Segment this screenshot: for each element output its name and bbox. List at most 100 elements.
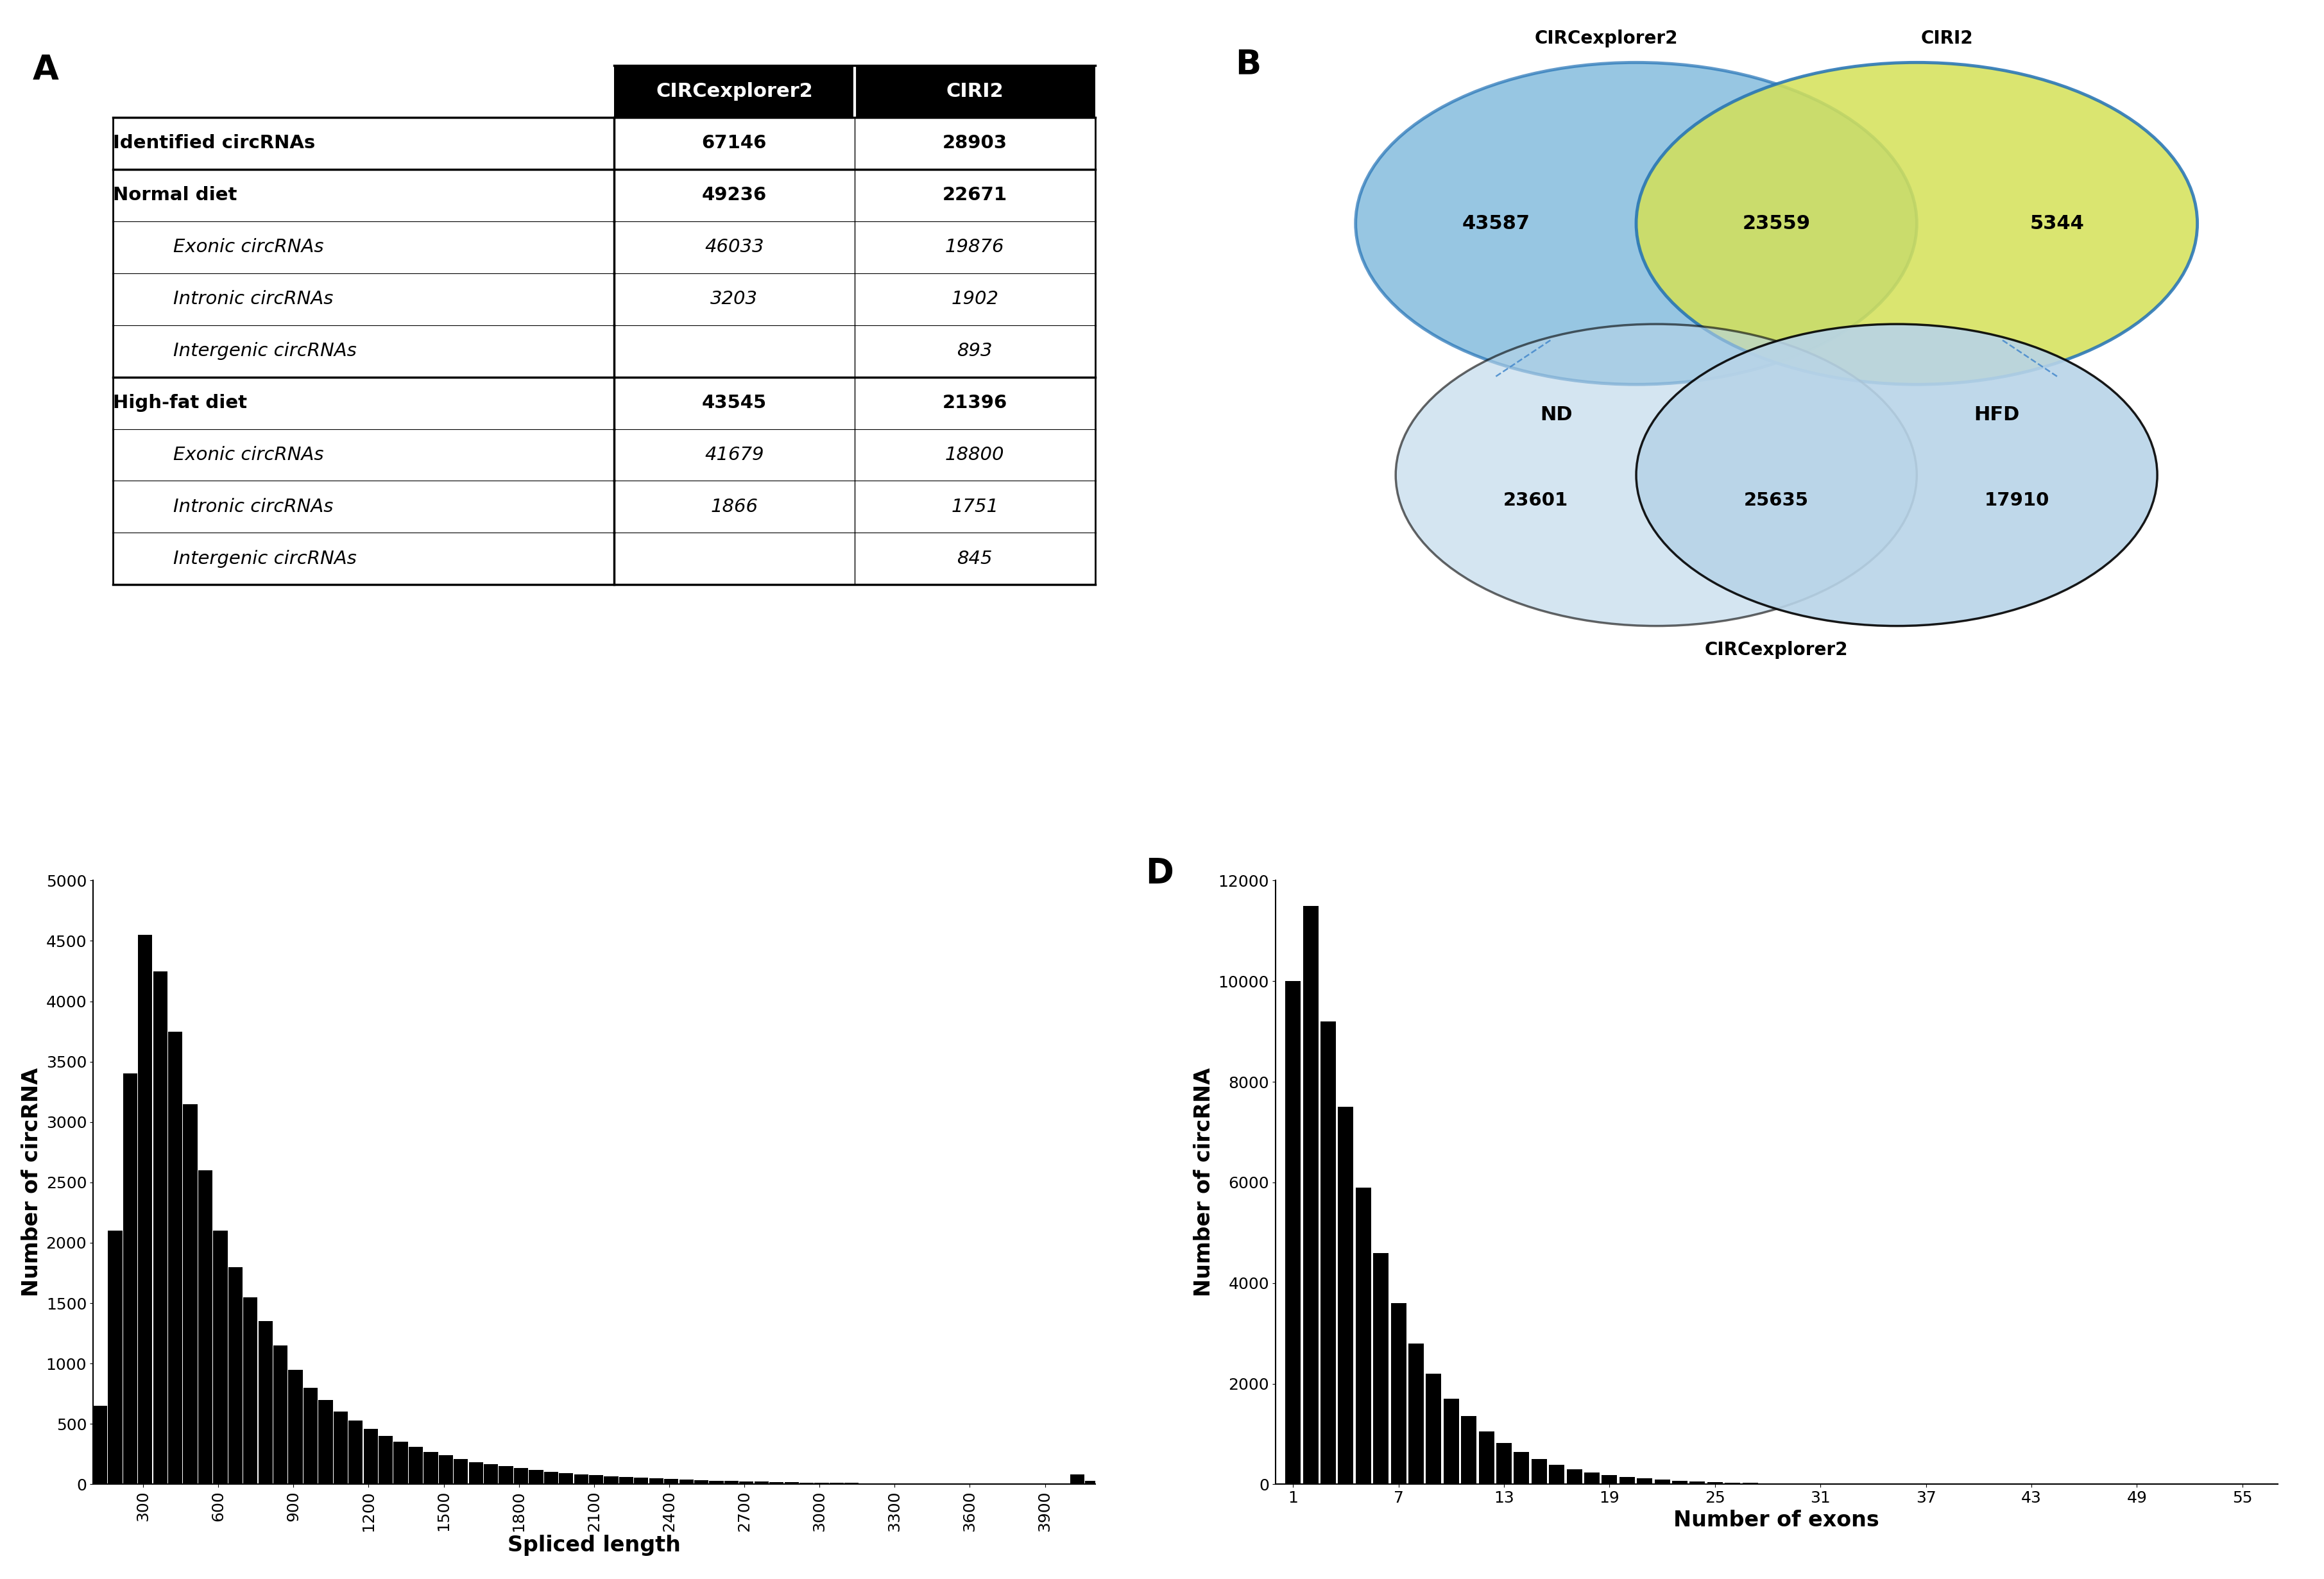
Bar bbox=[1636, 1478, 1652, 1484]
Bar bbox=[1085, 1481, 1099, 1484]
Bar bbox=[274, 1345, 288, 1484]
Text: HFD: HFD bbox=[1973, 406, 2020, 423]
Ellipse shape bbox=[1636, 63, 2199, 384]
Bar bbox=[409, 1446, 423, 1484]
Bar bbox=[379, 1435, 393, 1484]
Bar bbox=[332, 1412, 349, 1484]
Bar bbox=[1427, 1374, 1441, 1484]
Bar bbox=[769, 1483, 783, 1484]
Text: 43545: 43545 bbox=[702, 395, 767, 412]
Text: 23559: 23559 bbox=[1743, 215, 1810, 232]
Bar bbox=[1690, 1481, 1706, 1484]
Text: Intergenic circRNAs: Intergenic circRNAs bbox=[172, 549, 356, 568]
Bar bbox=[1671, 1481, 1687, 1484]
Bar bbox=[1708, 1483, 1722, 1484]
Bar bbox=[304, 1388, 318, 1484]
Bar bbox=[514, 1468, 528, 1484]
Bar bbox=[530, 1470, 544, 1484]
Text: Intronic circRNAs: Intronic circRNAs bbox=[172, 291, 332, 308]
Text: 49236: 49236 bbox=[702, 186, 767, 204]
Text: CIRI2: CIRI2 bbox=[1920, 30, 1973, 47]
Bar bbox=[1408, 1344, 1425, 1484]
Text: 46033: 46033 bbox=[704, 238, 765, 256]
Text: 3203: 3203 bbox=[711, 291, 758, 308]
Text: A: A bbox=[33, 54, 58, 87]
Bar bbox=[1566, 1468, 1583, 1484]
Text: CIRCexplorer2: CIRCexplorer2 bbox=[1706, 641, 1848, 658]
Bar bbox=[755, 1481, 769, 1484]
Ellipse shape bbox=[1355, 63, 1917, 384]
Bar bbox=[1550, 1465, 1564, 1484]
Text: Identified circRNAs: Identified circRNAs bbox=[114, 134, 316, 152]
Bar bbox=[1304, 906, 1318, 1484]
Bar bbox=[500, 1467, 514, 1484]
Ellipse shape bbox=[1636, 324, 2157, 625]
Text: B: B bbox=[1236, 47, 1262, 81]
Bar bbox=[393, 1442, 409, 1484]
Text: 28903: 28903 bbox=[941, 134, 1006, 152]
Text: Exonic circRNAs: Exonic circRNAs bbox=[172, 445, 323, 464]
Ellipse shape bbox=[1397, 324, 1917, 625]
Bar bbox=[1462, 1416, 1476, 1484]
Bar bbox=[1285, 981, 1301, 1484]
Text: CIRI2: CIRI2 bbox=[946, 82, 1004, 101]
Bar bbox=[665, 1480, 679, 1484]
Text: 1751: 1751 bbox=[951, 497, 999, 516]
Bar bbox=[244, 1296, 258, 1484]
Bar bbox=[469, 1462, 483, 1484]
Bar bbox=[439, 1456, 453, 1484]
Text: 41679: 41679 bbox=[704, 445, 765, 464]
Bar bbox=[604, 1476, 618, 1484]
Text: High-fat diet: High-fat diet bbox=[114, 395, 246, 412]
Text: Exonic circRNAs: Exonic circRNAs bbox=[172, 238, 323, 256]
Bar bbox=[1478, 1432, 1494, 1484]
Text: 23601: 23601 bbox=[1504, 491, 1569, 508]
X-axis label: Number of exons: Number of exons bbox=[1673, 1510, 1880, 1530]
Y-axis label: Number of circRNA: Number of circRNA bbox=[1195, 1067, 1215, 1296]
Text: 1902: 1902 bbox=[951, 291, 999, 308]
Bar bbox=[107, 1230, 123, 1484]
Text: 43587: 43587 bbox=[1462, 215, 1529, 232]
Text: 21396: 21396 bbox=[941, 395, 1006, 412]
Bar bbox=[544, 1472, 558, 1484]
Bar bbox=[574, 1475, 588, 1484]
Bar bbox=[288, 1369, 302, 1484]
Bar bbox=[648, 1478, 662, 1484]
Text: 25635: 25635 bbox=[1743, 491, 1808, 508]
Y-axis label: Number of circRNA: Number of circRNA bbox=[21, 1067, 42, 1296]
Text: 19876: 19876 bbox=[946, 238, 1004, 256]
Bar bbox=[423, 1451, 437, 1484]
Bar bbox=[453, 1459, 467, 1484]
Bar bbox=[1390, 1303, 1406, 1484]
Bar bbox=[483, 1464, 497, 1484]
Bar bbox=[1373, 1252, 1390, 1484]
Bar bbox=[786, 1483, 799, 1484]
Bar bbox=[618, 1476, 634, 1484]
Bar bbox=[799, 1483, 813, 1484]
Bar bbox=[228, 1266, 242, 1484]
Bar bbox=[1339, 1107, 1353, 1484]
Bar bbox=[709, 1481, 723, 1484]
Bar bbox=[214, 1230, 228, 1484]
Text: Intergenic circRNAs: Intergenic circRNAs bbox=[172, 343, 356, 360]
Text: 845: 845 bbox=[957, 549, 992, 568]
Text: Normal diet: Normal diet bbox=[114, 186, 237, 204]
Bar bbox=[1601, 1475, 1618, 1484]
Bar bbox=[93, 1405, 107, 1484]
Bar bbox=[1320, 1022, 1336, 1484]
Bar bbox=[258, 1322, 272, 1484]
Bar bbox=[1355, 1187, 1371, 1484]
Bar bbox=[695, 1480, 709, 1484]
Bar bbox=[588, 1475, 604, 1484]
Text: 18800: 18800 bbox=[946, 445, 1004, 464]
Text: 1866: 1866 bbox=[711, 497, 758, 516]
Bar bbox=[167, 1031, 181, 1484]
Bar bbox=[1620, 1476, 1634, 1484]
Bar bbox=[153, 971, 167, 1484]
Text: D: D bbox=[1146, 856, 1174, 889]
Bar bbox=[123, 1074, 137, 1484]
Text: CIRCexplorer2: CIRCexplorer2 bbox=[655, 82, 813, 101]
Text: ND: ND bbox=[1541, 406, 1573, 423]
Bar bbox=[198, 1170, 211, 1484]
Bar bbox=[679, 1480, 693, 1484]
